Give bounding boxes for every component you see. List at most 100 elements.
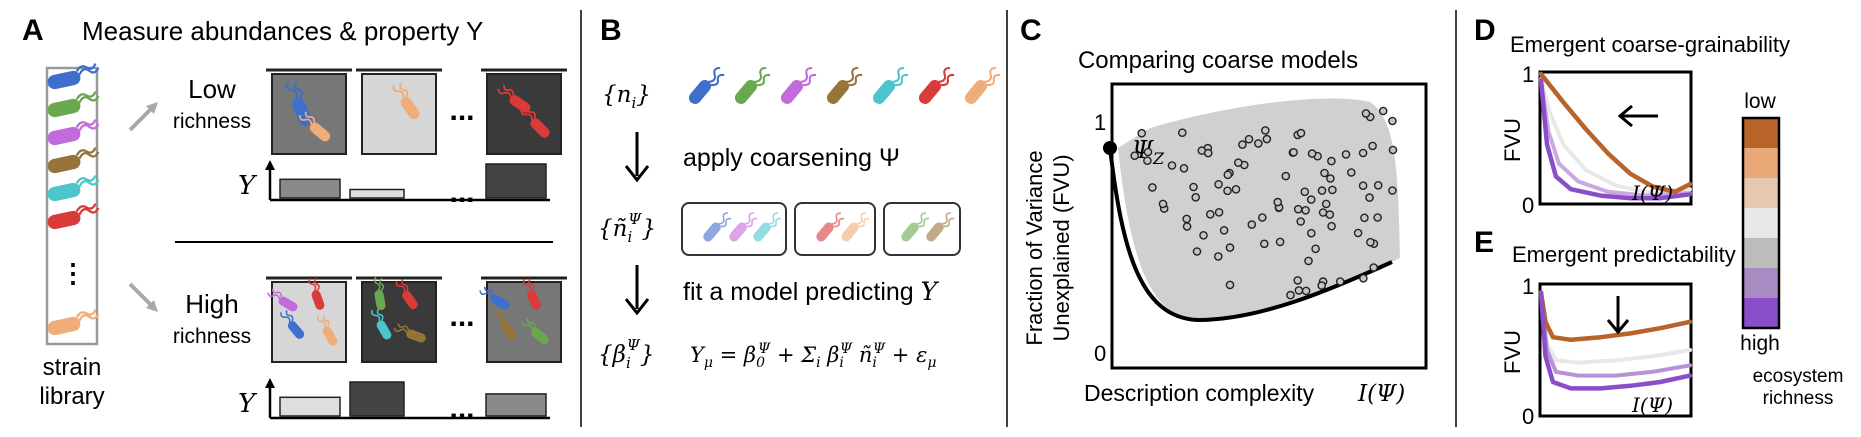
coarse-group-3: [883, 202, 961, 256]
legend-swatch: [1743, 148, 1779, 179]
beaker-low-1: [266, 68, 352, 155]
coarse-model-point: [1289, 147, 1298, 157]
coarse-model-point: [1388, 145, 1398, 155]
panel-c-title: Comparing coarse models: [1078, 47, 1358, 74]
series-line-high: [1538, 290, 1693, 391]
coarse-model-point: [1301, 205, 1310, 215]
low-bar: [485, 163, 547, 199]
coarse-model-point: [1328, 185, 1337, 195]
intermediate-curve: [1539, 78, 1692, 198]
strain-bug: [45, 145, 102, 176]
strain-library-box: [45, 66, 99, 346]
strain-library-label-2: library: [39, 383, 104, 410]
coarse-model-point: [1275, 237, 1285, 247]
low-y-axis: [265, 160, 550, 202]
coarse-model-point: [1388, 116, 1397, 126]
n-label: {ni}: [602, 82, 651, 112]
coarse-model-point: [1388, 186, 1397, 195]
panel-e-arrow: [1606, 296, 1630, 335]
panel-d-title: Emergent coarse-grainability: [1510, 32, 1790, 57]
strain-bug: [45, 89, 102, 120]
coarse-model-point: [1286, 290, 1295, 300]
high-bar-ellipsis: ...: [449, 392, 474, 425]
legend-swatch: [1743, 118, 1779, 149]
coarse-model-point: [1378, 106, 1388, 116]
legend-swatch: [1743, 178, 1779, 209]
strain-bug: [686, 63, 728, 109]
panel-a: A Measure abundances & property Y ⋮ stra…: [22, 14, 567, 425]
coarse-model-point: [1296, 217, 1305, 226]
pareto-frontier: [1108, 147, 1393, 323]
panel-d-arrow: [1617, 104, 1658, 128]
coarse-model-point: [1317, 186, 1327, 195]
coarse-model-point: [1199, 230, 1208, 240]
panel-d-tick-0: 0: [1522, 193, 1534, 218]
psi-z-point: [1103, 141, 1117, 155]
legend-colorbar: [1743, 118, 1779, 329]
legend-swatch: [1743, 238, 1779, 269]
panel-e-xlabel-math: I(Ψ): [1631, 393, 1673, 417]
beta-label: {βiΨ}: [598, 336, 655, 372]
coarse-model-point: [1238, 140, 1247, 149]
panel-c-xlabel-math: I(Ψ): [1357, 381, 1405, 407]
coarse-model-point: [1353, 228, 1363, 238]
coarse-model-point: [1321, 199, 1331, 209]
coarse-model-point: [1158, 199, 1168, 209]
coarse-model-point: [1262, 134, 1272, 144]
panel-d-plot-frame: [1538, 70, 1693, 206]
legend-swatch: [1743, 298, 1779, 329]
coarse-model-point: [1182, 214, 1191, 224]
coarse-model-point: [1347, 168, 1356, 177]
coarse-model-point: [1247, 220, 1257, 229]
coarse-model-point: [1137, 128, 1146, 138]
coarse-model-point: [1300, 187, 1310, 197]
coarse-model-point: [1296, 128, 1306, 138]
arrow-down-1: [624, 132, 650, 183]
low-bar: [279, 178, 341, 199]
strain-bug: [45, 173, 102, 204]
coarse-model-point: [1293, 204, 1303, 214]
panel-d: D Emergent coarse-grainability 1 0 FVU I…: [1474, 14, 1790, 218]
arrow-down-2: [624, 265, 650, 316]
coarse-model-point: [1365, 193, 1374, 202]
coarse-model-point: [1358, 148, 1368, 158]
coarse-model-point: [1327, 156, 1336, 166]
coarse-model-point: [1214, 207, 1224, 217]
legend-low-label: low: [1744, 90, 1776, 113]
coarse-model-point: [1261, 126, 1270, 135]
coarse-group-2: [794, 202, 876, 256]
coarse-model-point: [1341, 150, 1351, 159]
strain-bug: [45, 201, 102, 232]
coarse-model-point: [1361, 109, 1371, 118]
high-bar: [279, 396, 341, 417]
coarse-model-point: [1143, 156, 1152, 165]
beaker-low-3: [481, 68, 567, 155]
panel-c-xlabel: Description complexity: [1084, 380, 1315, 406]
beaker-low-2: [356, 68, 442, 155]
model-equation: Yμ = β0Ψ + Σi βiΨ ñiΨ + εμ: [690, 341, 936, 371]
panel-e-tick-1: 1: [1522, 274, 1534, 299]
arrow-to-low-head: [146, 102, 158, 114]
coarse-model-point: [1254, 139, 1263, 148]
strain-bug: [962, 63, 1004, 109]
coarse-model-point: [1206, 209, 1215, 219]
step-coarsening: apply coarsening Ψ: [683, 144, 900, 172]
coarse-model-point: [1304, 256, 1313, 266]
panel-e-ylabel: FVU: [1500, 330, 1525, 374]
strain-bug: [45, 307, 102, 338]
arrow-to-high-head: [146, 300, 158, 312]
model-region: [1118, 98, 1400, 320]
arrow-to-low: [128, 106, 154, 132]
panel-c-tick-0: 0: [1094, 341, 1106, 366]
richness-legend: low high ecosystem richness: [1740, 90, 1843, 409]
low-beaker-ellipsis: ...: [449, 94, 474, 127]
high-bar: [349, 381, 405, 417]
low-y-symbol: Y: [238, 171, 258, 201]
step-fit-model: fit a model predicting Y: [683, 277, 940, 306]
panel-d-letter: D: [1474, 14, 1496, 47]
coarse-model-point: [1373, 213, 1382, 222]
coarse-model-point: [1234, 158, 1243, 167]
coarse-model-point: [1214, 252, 1223, 261]
coarse-model-point: [1203, 148, 1213, 158]
low-richness-label-1: Low: [188, 74, 236, 104]
